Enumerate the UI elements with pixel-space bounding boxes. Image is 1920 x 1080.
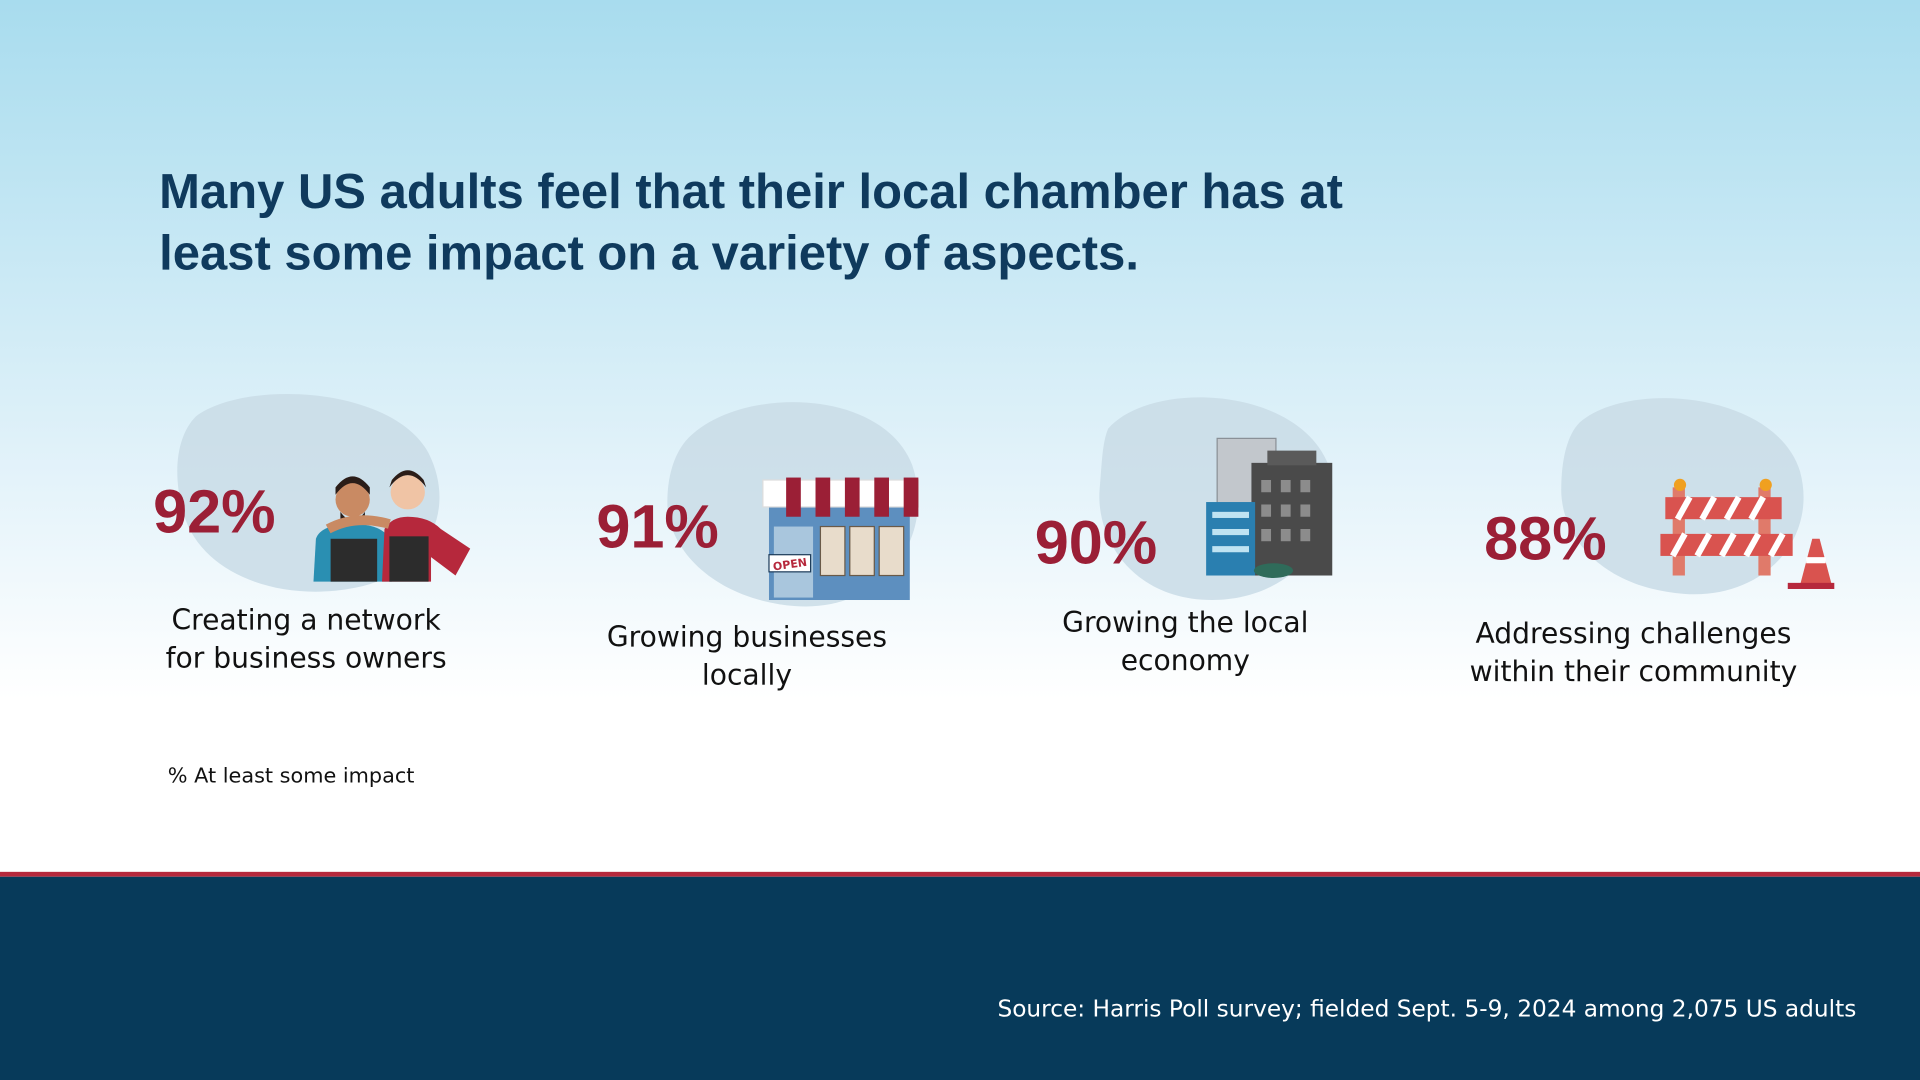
title-line: least some impact on a variety of aspect… bbox=[159, 226, 1139, 280]
barricade-icon bbox=[1660, 478, 1835, 589]
item-label: within their community bbox=[1470, 655, 1798, 688]
item-label: for business owners bbox=[166, 641, 447, 674]
item-label: locally bbox=[702, 658, 792, 691]
item-label: Creating a network bbox=[171, 603, 441, 636]
source: Source: Harris Poll survey; fielded Sept… bbox=[997, 995, 1856, 1022]
percent: 88% bbox=[1484, 505, 1607, 573]
workers-icon bbox=[313, 470, 471, 582]
divider bbox=[0, 871, 1920, 877]
percent: 91% bbox=[596, 492, 719, 560]
item-label: Growing the local bbox=[1062, 606, 1308, 639]
item-label: economy bbox=[1121, 644, 1250, 677]
percent: 92% bbox=[153, 478, 276, 546]
store-icon: OPEN bbox=[762, 477, 919, 601]
footer bbox=[0, 876, 1920, 1080]
percent: 90% bbox=[1035, 508, 1158, 576]
item-label: Growing businesses bbox=[607, 621, 887, 654]
title-line: Many US adults feel that their local cha… bbox=[159, 165, 1343, 219]
buildings-icon bbox=[1206, 437, 1333, 578]
svg-text:OPEN: OPEN bbox=[772, 556, 808, 574]
note: % At least some impact bbox=[168, 763, 415, 787]
item-label: Addressing challenges bbox=[1476, 617, 1792, 650]
